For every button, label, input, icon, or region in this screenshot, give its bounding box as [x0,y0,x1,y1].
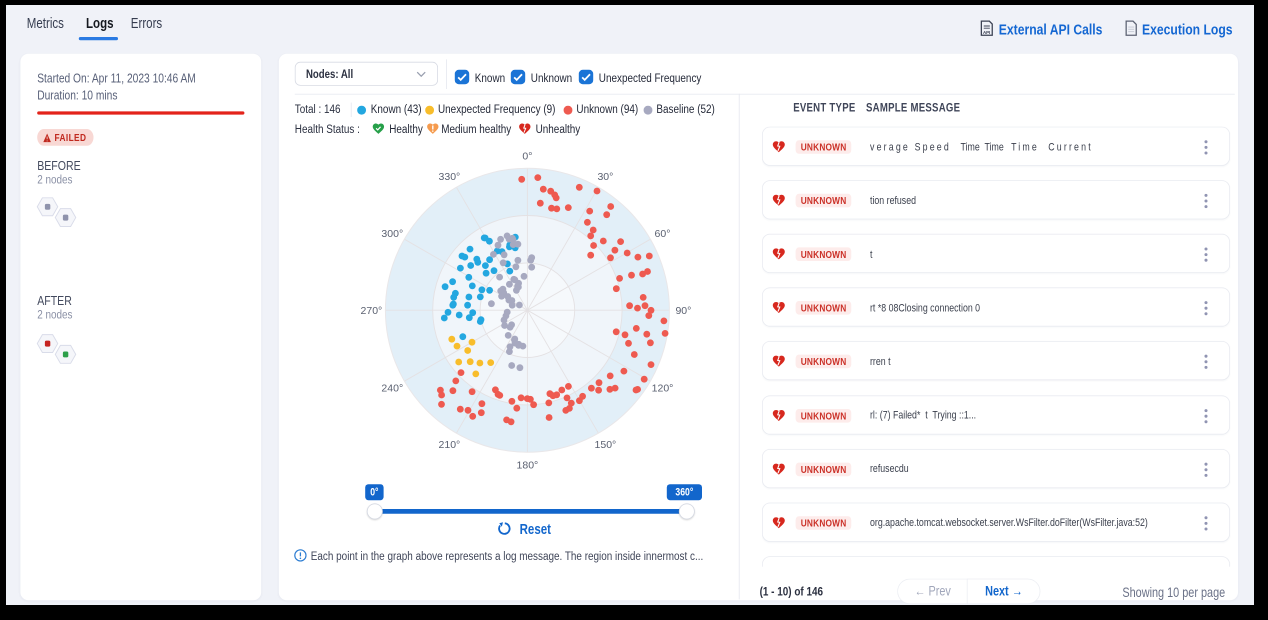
svg-text:150°: 150° [594,439,616,451]
svg-text:330°: 330° [438,171,460,183]
svg-text:60°: 60° [654,228,670,240]
svg-text:120°: 120° [651,382,673,394]
svg-text:180°: 180° [516,459,538,471]
svg-text:210°: 210° [438,439,460,451]
svg-text:90°: 90° [675,305,691,317]
svg-text:270°: 270° [360,305,382,317]
svg-text:30°: 30° [597,171,613,183]
svg-text:240°: 240° [381,382,403,394]
svg-text:API: API [983,30,990,35]
svg-text:0°: 0° [522,150,532,162]
svg-text:300°: 300° [381,228,403,240]
